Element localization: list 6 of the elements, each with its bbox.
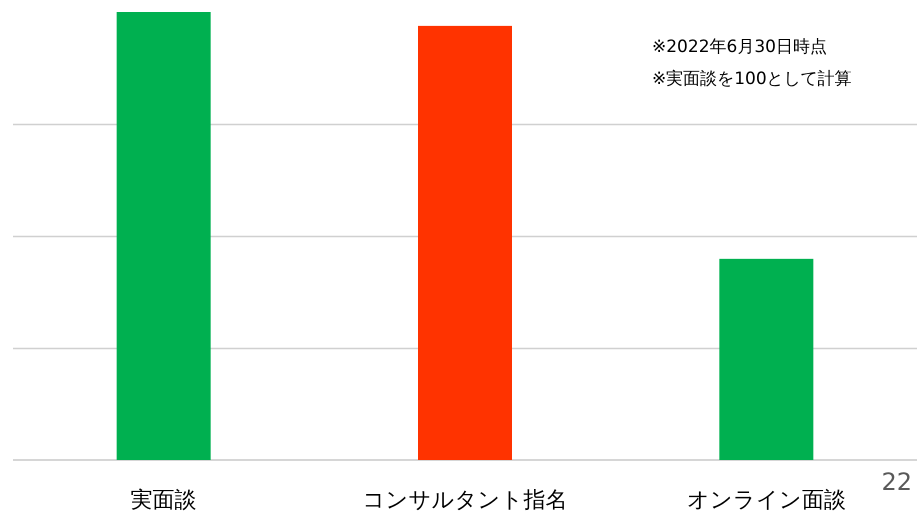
x-tick-label: コンサルタント指名 (362, 488, 568, 511)
x-tick-label: オンライン面談 (686, 488, 846, 511)
text: 22 (881, 468, 912, 496)
annotation: ※実面談を100として計算 (652, 69, 852, 89)
x-tick-label: 実面談 (130, 488, 197, 511)
annotation: ※2022年6月30日時点 (652, 37, 827, 57)
